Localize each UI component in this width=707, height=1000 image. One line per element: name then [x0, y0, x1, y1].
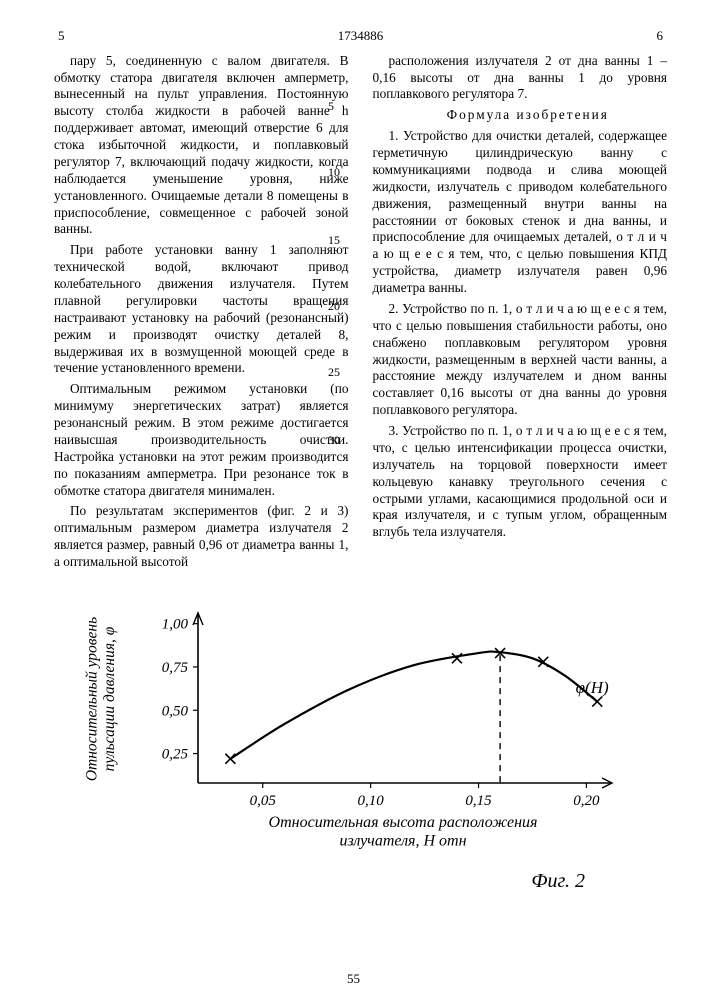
page-header: 5 1734886 6 [54, 28, 667, 45]
claim-paragraph: 3. Устройство по п. 1, о т л и ч а ю щ е… [373, 423, 668, 541]
doc-number: 1734886 [65, 28, 657, 45]
line-number: 5 [328, 100, 334, 112]
svg-text:0,10: 0,10 [358, 793, 385, 809]
body-paragraph: При работе установки ванну 1 заполняют т… [54, 242, 349, 377]
right-col-lead: расположения излучателя 2 от дна ванны 1… [373, 53, 668, 104]
text-columns: пару 5, соединенную с валом двигателя. В… [54, 53, 667, 575]
line-number: 25 [328, 366, 340, 378]
claim-paragraph: 2. Устройство по п. 1, о т л и ч а ю щ е… [373, 301, 668, 419]
col-num-right: 6 [657, 28, 664, 45]
body-paragraph: Оптимальным режимом установки (по миниму… [54, 381, 349, 499]
line-number: 20 [328, 300, 340, 312]
right-column: расположения излучателя 2 от дна ванны 1… [373, 53, 668, 575]
line-number: 10 [328, 166, 340, 178]
svg-text:0,15: 0,15 [465, 793, 492, 809]
line-number: 15 [328, 234, 340, 246]
line-number: 30 [328, 434, 340, 446]
chart-svg: 0,25 0,50 0,75 1,00 0,05 0,10 0,15 0,20 φ(H) Отно… [68, 597, 638, 867]
svg-text:0,25: 0,25 [162, 746, 189, 762]
svg-text:1,00: 1,00 [162, 617, 189, 633]
body-paragraph: По результатам экспериментов (фиг. 2 и 3… [54, 503, 349, 571]
svg-text:Относительная высота расположе: Относительная высота расположенияизлучат… [269, 814, 538, 849]
svg-text:φ(H): φ(H) [576, 678, 609, 697]
svg-text:0,75: 0,75 [162, 660, 189, 676]
body-paragraph: пару 5, соединенную с валом двигателя. В… [54, 53, 349, 239]
claim-paragraph: 1. Устройство для очистки деталей, содер… [373, 128, 668, 297]
claims-title: Формула изобретения [373, 107, 668, 124]
svg-text:0,20: 0,20 [573, 793, 600, 809]
left-column: пару 5, соединенную с валом двигателя. В… [54, 53, 349, 575]
figure-caption: Фиг. 2 [68, 869, 585, 895]
svg-text:0,50: 0,50 [162, 703, 189, 719]
figure-2: 0,25 0,50 0,75 1,00 0,05 0,10 0,15 0,20 φ(H) Отно… [68, 597, 641, 895]
page-number: 55 [0, 971, 707, 988]
svg-text:Относительный уровеньпульсации: Относительный уровеньпульсации давления,… [83, 617, 118, 781]
svg-text:0,05: 0,05 [250, 793, 277, 809]
